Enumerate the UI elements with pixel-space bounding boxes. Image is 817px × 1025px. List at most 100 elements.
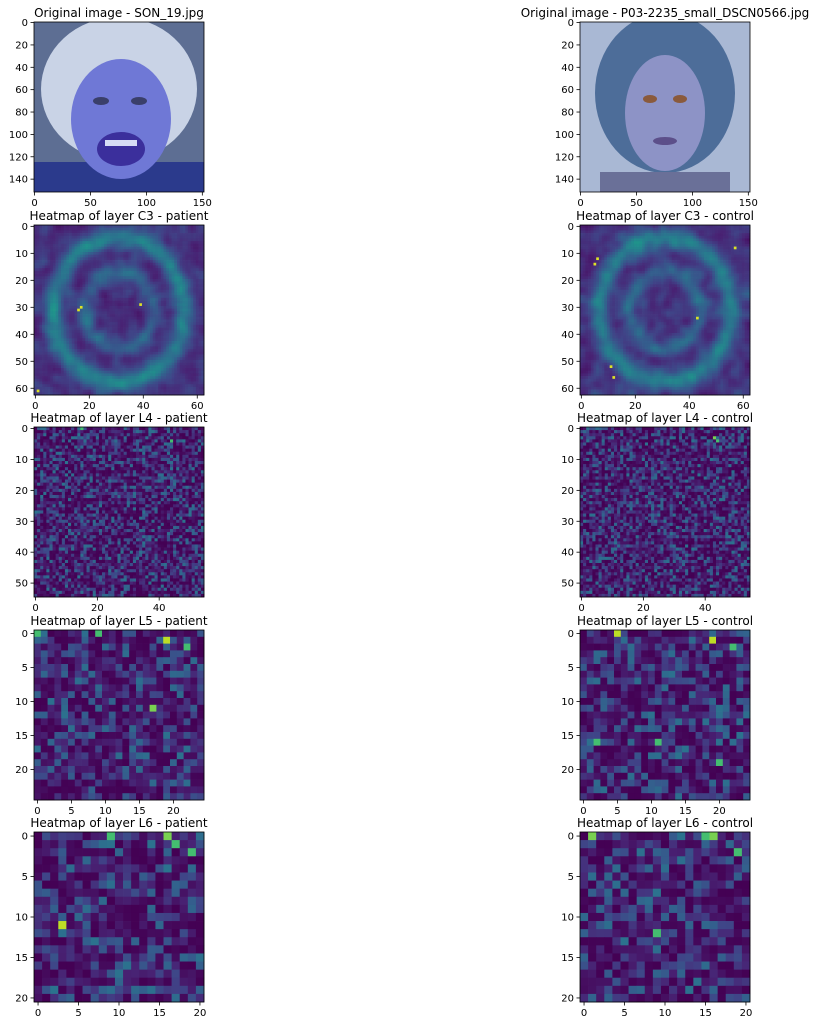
heatmap-cell bbox=[131, 357, 134, 360]
heatmap-cell bbox=[182, 274, 185, 277]
heatmap-cell bbox=[85, 314, 88, 317]
heatmap-cell bbox=[147, 319, 150, 322]
heatmap-cell bbox=[185, 249, 188, 252]
heatmap-cell bbox=[199, 263, 202, 266]
heatmap-cell bbox=[155, 301, 158, 304]
heatmap-cell bbox=[164, 333, 167, 336]
heatmap-cell bbox=[39, 344, 42, 347]
heatmap-cell bbox=[172, 338, 175, 341]
heatmap-cell bbox=[745, 255, 748, 258]
heatmap-cell bbox=[583, 260, 586, 263]
heatmap-cell bbox=[45, 363, 48, 366]
heatmap-cell bbox=[96, 298, 99, 301]
heatmap-cell bbox=[104, 317, 107, 320]
heatmap-cell bbox=[145, 317, 148, 320]
heatmap-cell bbox=[180, 333, 183, 336]
heatmap-cell bbox=[177, 384, 180, 387]
heatmap-cell bbox=[169, 384, 172, 387]
heatmap-cell bbox=[685, 244, 688, 247]
heatmap-cell bbox=[72, 330, 75, 333]
heatmap-cell bbox=[593, 228, 596, 231]
heatmap-cell bbox=[85, 236, 88, 239]
heatmap-cell bbox=[147, 306, 150, 309]
heatmap-cell bbox=[123, 336, 126, 339]
heatmap-cell bbox=[199, 290, 202, 293]
heatmap-cell bbox=[710, 236, 713, 239]
heatmap-cell bbox=[61, 244, 64, 247]
heatmap-cell bbox=[742, 238, 745, 241]
heatmap-cell bbox=[93, 384, 96, 387]
heatmap-cell bbox=[161, 274, 164, 277]
heatmap-cell bbox=[126, 238, 129, 241]
heatmap-cell bbox=[115, 390, 118, 393]
heatmap-cell bbox=[693, 238, 696, 241]
heatmap-cell bbox=[174, 260, 177, 263]
heatmap-cell bbox=[158, 363, 161, 366]
heatmap-cell bbox=[83, 268, 86, 271]
heatmap-cell bbox=[110, 233, 113, 236]
heatmap-cell bbox=[191, 322, 194, 325]
heatmap-cell bbox=[64, 363, 67, 366]
heatmap-cell bbox=[177, 338, 180, 341]
heatmap-cell bbox=[185, 344, 188, 347]
heatmap-cell bbox=[56, 317, 59, 320]
heatmap-cell bbox=[126, 333, 129, 336]
heatmap-cell bbox=[145, 268, 148, 271]
heatmap-cell bbox=[585, 241, 588, 244]
heatmap-cell bbox=[718, 252, 721, 255]
heatmap-cell bbox=[664, 252, 667, 255]
heatmap-cell bbox=[128, 390, 131, 393]
heatmap-cell bbox=[66, 287, 69, 290]
heatmap-cell bbox=[64, 328, 67, 331]
heatmap-cell bbox=[164, 230, 167, 233]
heatmap-cell bbox=[37, 306, 40, 309]
heatmap-cell bbox=[112, 330, 115, 333]
heatmap-cell bbox=[139, 255, 142, 258]
heatmap-cell bbox=[131, 265, 134, 268]
heatmap-cell bbox=[69, 349, 72, 352]
heatmap-cell bbox=[591, 255, 594, 258]
heatmap-cell bbox=[115, 373, 118, 376]
heatmap-cell bbox=[596, 244, 599, 247]
heatmap-cell bbox=[47, 373, 50, 376]
heatmap-cell bbox=[50, 352, 53, 355]
heatmap-cell bbox=[110, 317, 113, 320]
heatmap-cell bbox=[196, 341, 199, 344]
heatmap-cell bbox=[669, 260, 672, 263]
heatmap-cell bbox=[118, 382, 121, 385]
heatmap-cell bbox=[596, 260, 599, 263]
y-tick-label: 100 bbox=[9, 130, 28, 141]
heatmap-cell bbox=[88, 265, 91, 268]
heatmap-cell bbox=[180, 303, 183, 306]
heatmap-cell bbox=[145, 387, 148, 390]
heatmap-cell bbox=[664, 247, 667, 250]
heatmap-cell bbox=[139, 287, 142, 290]
heatmap-cell bbox=[191, 230, 194, 233]
heatmap-cell bbox=[583, 225, 586, 228]
heatmap-cell bbox=[737, 238, 740, 241]
heatmap-cell bbox=[647, 249, 650, 252]
heatmap-cell bbox=[631, 228, 634, 231]
heatmap-cell bbox=[172, 384, 175, 387]
heatmap-cell bbox=[91, 349, 94, 352]
heatmap-cell bbox=[58, 341, 61, 344]
heatmap-cell bbox=[126, 276, 129, 279]
heatmap-cell bbox=[680, 230, 683, 233]
heatmap-cell bbox=[101, 233, 104, 236]
heatmap-cell bbox=[88, 301, 91, 304]
heatmap-cell bbox=[196, 325, 199, 328]
heatmap-cell bbox=[623, 263, 626, 266]
heatmap-cell bbox=[128, 276, 131, 279]
heatmap-cell bbox=[158, 228, 161, 231]
heatmap-cell bbox=[182, 295, 185, 298]
heatmap-cell bbox=[91, 357, 94, 360]
heatmap-cell bbox=[161, 287, 164, 290]
heatmap-cell bbox=[115, 319, 118, 322]
heatmap-cell bbox=[707, 238, 710, 241]
heatmap-cell bbox=[602, 247, 605, 250]
heatmap-cell bbox=[110, 244, 113, 247]
heatmap-cell bbox=[131, 284, 134, 287]
heatmap-cell bbox=[123, 290, 126, 293]
heatmap-cell bbox=[123, 368, 126, 371]
heatmap-cell bbox=[88, 276, 91, 279]
